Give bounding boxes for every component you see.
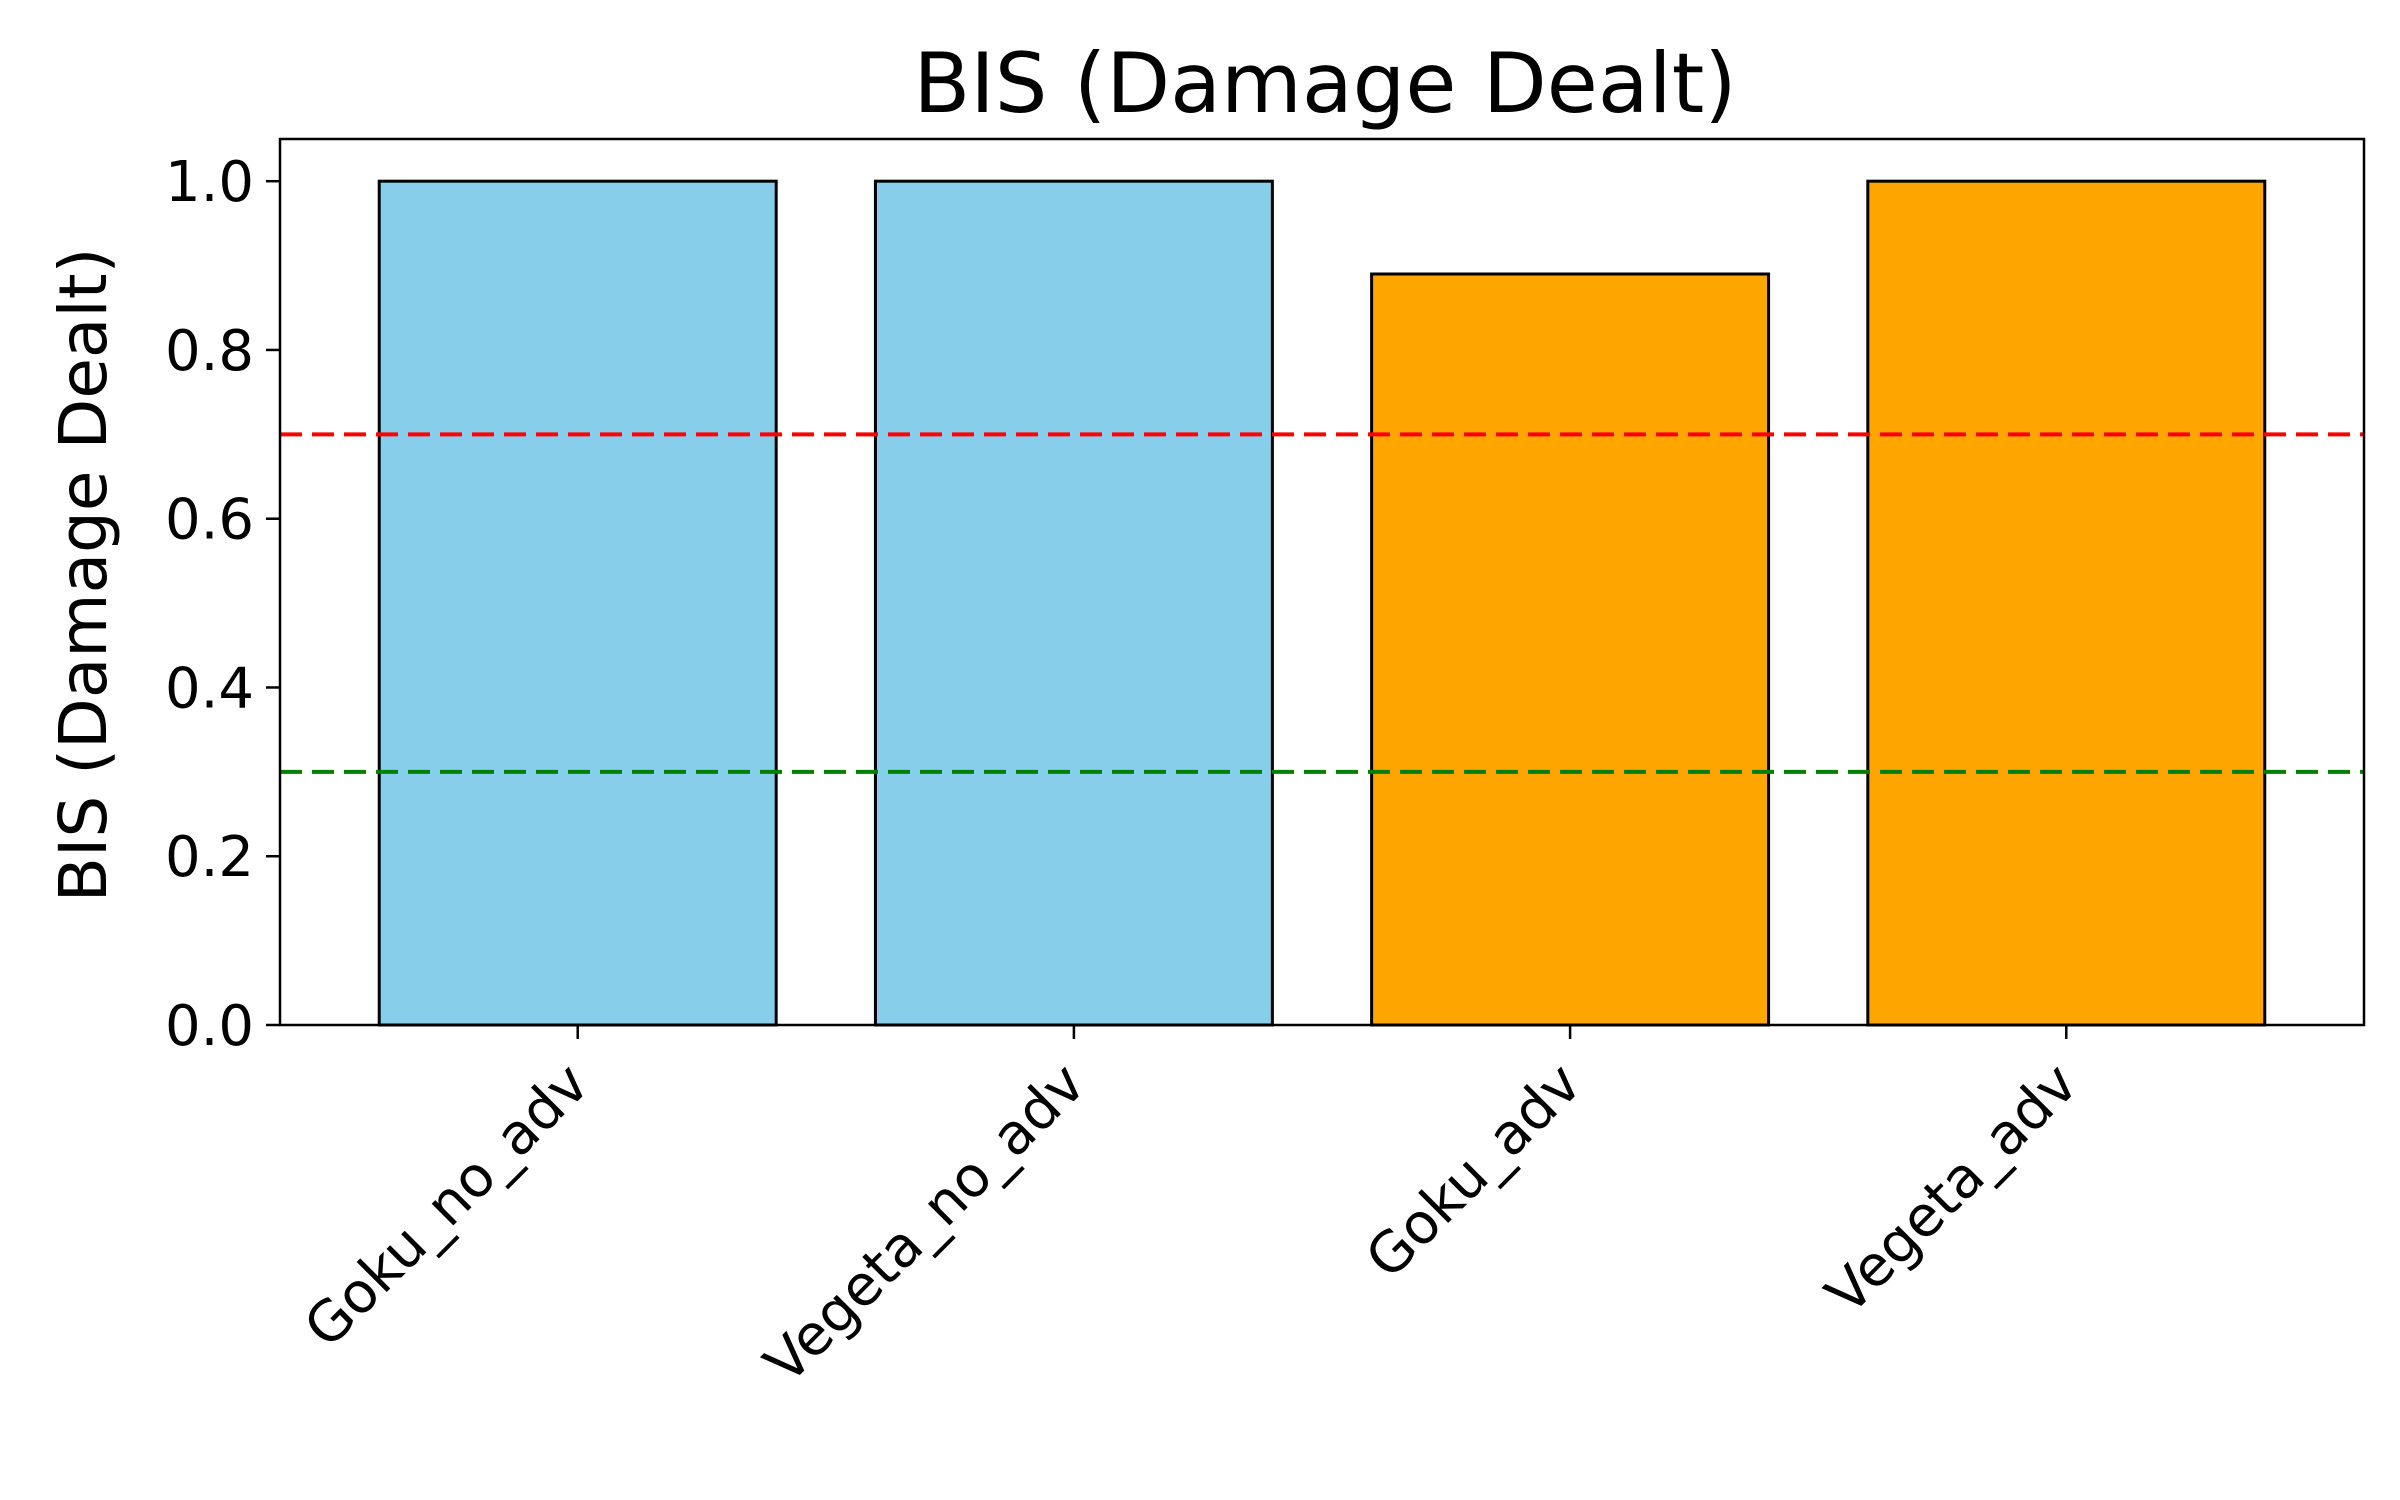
bar-vegeta-adv: [1866, 179, 2267, 1027]
y-tick-label: 0.6: [165, 488, 254, 553]
bar-goku-no-adv: [377, 179, 778, 1027]
bar-vegeta-no-adv: [873, 179, 1274, 1027]
y-tick-label: 0.4: [165, 656, 254, 721]
y-axis-label: BIS (Damage Dealt): [45, 248, 122, 903]
y-tick-label: 1.0: [165, 150, 254, 215]
bar-goku-adv: [1370, 272, 1771, 1027]
y-tick-label: 0.2: [165, 825, 254, 890]
y-tick-label: 0.0: [165, 994, 254, 1059]
y-tick-label: 0.8: [165, 319, 254, 384]
chart-title: BIS (Damage Dealt): [913, 35, 1736, 132]
axes-frame: [278, 137, 2366, 1027]
